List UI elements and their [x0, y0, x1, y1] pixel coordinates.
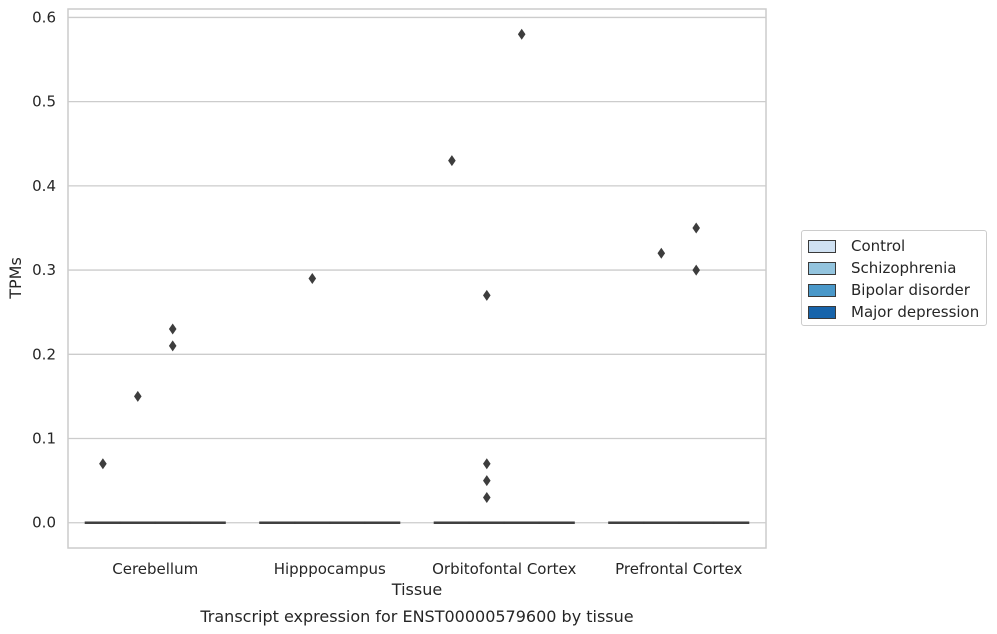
legend-label: Bipolar disorder — [851, 281, 970, 299]
box — [712, 521, 750, 524]
box — [294, 521, 331, 524]
legend-item-major-depression: Major depression — [808, 301, 979, 323]
box — [119, 521, 156, 524]
legend-item-control: Control — [808, 235, 905, 257]
outlier-point — [692, 264, 700, 276]
box — [84, 521, 122, 524]
y-tick-label: 0.5 — [32, 93, 56, 111]
box — [189, 521, 226, 524]
box — [329, 521, 366, 524]
box — [678, 521, 715, 524]
outlier-point — [483, 491, 491, 503]
box — [503, 521, 540, 524]
outlier-point — [134, 390, 142, 402]
y-tick-label: 0.4 — [32, 177, 56, 195]
x-axis-label: Tissue — [391, 580, 442, 599]
x-tick-label: Orbitofontal Cortex — [432, 560, 576, 578]
outlier-point — [692, 222, 700, 234]
y-tick-labels: 0.0 0.1 0.2 0.3 0.4 0.5 0.6 — [32, 8, 56, 531]
x-tick-label: Prefrontal Cortex — [615, 560, 742, 578]
y-tick-label: 0.2 — [32, 345, 56, 363]
legend-swatch-schizophrenia — [808, 261, 836, 275]
plot-frame — [67, 8, 767, 549]
box — [468, 521, 506, 524]
outlier-point — [517, 28, 526, 40]
x-tick-labels: Cerebellum Hipppocampus Orbitofontal Corte… — [112, 560, 742, 578]
outlier-point — [308, 273, 317, 284]
x-tick-label: Hipppocampus — [274, 560, 386, 578]
legend-item-schizophrenia: Schizophrenia — [808, 257, 956, 279]
y-tick-label: 0.0 — [32, 514, 56, 532]
outlier-point — [657, 247, 666, 259]
outlier-point — [483, 475, 491, 487]
legend-swatch-control — [808, 239, 836, 253]
y-tick-label: 0.1 — [32, 430, 56, 448]
legend-label: Schizophrenia — [851, 259, 957, 277]
legend: Control Schizophrenia Bipolar disorder M… — [801, 230, 987, 326]
outlier-point — [168, 340, 177, 352]
legend-swatch-major-depression — [808, 305, 836, 319]
outlier-point — [483, 289, 491, 301]
outlier-point — [99, 458, 107, 470]
boxes — [84, 521, 750, 524]
box — [259, 521, 296, 524]
legend-label: Control — [851, 237, 906, 255]
box — [363, 521, 401, 524]
legend-label: Major depression — [851, 303, 980, 321]
y-tick-label: 0.3 — [32, 261, 56, 279]
y-axis-label: TPMs — [6, 257, 25, 300]
outlier-point — [483, 458, 491, 470]
outlier-point — [448, 155, 456, 167]
grid-lines — [68, 16, 766, 524]
box — [433, 521, 471, 524]
outlier-point — [168, 323, 177, 335]
x-tick-label: Cerebellum — [112, 560, 198, 578]
box — [538, 521, 575, 524]
box — [643, 521, 680, 524]
chart-title: Transcript expression for ENST0000057960… — [199, 607, 633, 626]
box — [154, 521, 191, 524]
legend-swatch-bipolar-disorder — [808, 283, 836, 297]
legend-item-bipolar-disorder: Bipolar disorder — [808, 279, 970, 301]
outliers — [99, 28, 700, 503]
box — [608, 521, 645, 524]
y-tick-label: 0.6 — [32, 8, 56, 26]
